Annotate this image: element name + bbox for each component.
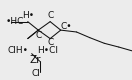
Text: •HC: •HC: [5, 17, 24, 26]
Text: C•: C•: [61, 22, 72, 31]
Text: H•Cl: H•Cl: [37, 46, 58, 55]
Text: ClH•: ClH•: [8, 46, 29, 55]
Text: C: C: [35, 31, 41, 40]
Text: Cl: Cl: [31, 69, 40, 78]
Text: C: C: [47, 12, 53, 20]
Text: H•: H•: [22, 12, 34, 20]
Text: C: C: [47, 38, 53, 47]
Text: Zr: Zr: [30, 55, 41, 65]
